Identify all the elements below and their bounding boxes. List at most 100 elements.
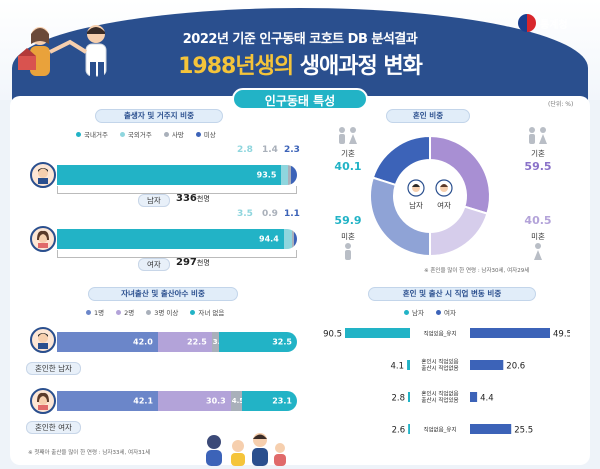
bar-segment (281, 165, 289, 185)
children-male-bar: 42.0 22.5 3.0 32.5 (57, 332, 297, 352)
segment-value-label: 30.3 (206, 396, 226, 406)
man-icon (38, 168, 48, 184)
logo: 통계청 (518, 14, 568, 32)
male-abroad-value: 2.8 (237, 145, 253, 155)
bar-segment: 22.5 (157, 332, 212, 352)
bar-segment: 42.0 (57, 332, 158, 352)
male-married-label: 기혼 (341, 149, 355, 158)
female-unmarried-value: 40.5 (524, 214, 552, 227)
marriage-donut-chart: 남자 여자 (369, 134, 491, 258)
jobs-title: 혼인 및 출산 시 직업 변동 비중 (368, 287, 536, 301)
married-female-tag: 혼인한 여자 (26, 421, 81, 434)
jobs-male-bar (345, 328, 410, 338)
donut-center-label: 여자 (437, 200, 451, 210)
residence-title: 출생자 및 거주지 비중 (95, 109, 223, 123)
woman-icon (37, 230, 49, 248)
jobs-male-value: 90.5 (323, 330, 342, 340)
marriage-note: ※ 혼인을 많이 한 연령 : 남자30세, 여자29세 (424, 268, 530, 274)
woman-icon (37, 392, 49, 410)
legend-label: 남자 (412, 309, 424, 317)
legend-swatch (404, 309, 409, 315)
bar-segment: 94.4 (57, 229, 284, 249)
legend-swatch (190, 309, 196, 315)
legend-label: 3명 이상 (154, 309, 179, 317)
legend-item: 여자 (435, 307, 456, 317)
statistics-korea-logo-icon (518, 14, 536, 32)
bar-segment: 42.1 (57, 391, 159, 411)
segment-value-label: 42.1 (133, 396, 154, 406)
male-unknown-value: 2.3 (284, 145, 300, 155)
segment-value-label: 42.0 (133, 337, 153, 347)
bar-segment: 32.5 (218, 332, 297, 352)
title-line-1: 2022년 기준 인구동태 코호트 DB 분석결과 (182, 32, 418, 47)
legend-label: 국내거주 (84, 131, 108, 139)
single-person-icon (534, 243, 542, 260)
legend-label: 미상 (203, 131, 216, 139)
segment-value-label: 93.5 (256, 170, 277, 180)
jobs-male-value: 4.1 (391, 362, 405, 372)
legend-item: 3명 이상 (146, 307, 178, 317)
logo-text: 통계청 (540, 19, 568, 31)
jobs-row-label: 출산시 직업없음 (421, 364, 458, 372)
residence-female-bar: 94.4 (57, 229, 297, 249)
legend-swatch (163, 131, 169, 137)
legend-label: 여자 (443, 309, 456, 317)
legend-label: 사망 (171, 131, 184, 139)
female-count-value: 297 (176, 257, 197, 268)
children-title: 자녀출산 및 출산아수 비중 (88, 287, 238, 301)
legend-item: 자녀 없음 (190, 307, 224, 317)
jobs-female-bar (470, 392, 478, 402)
jobs-female-bar (470, 328, 550, 338)
male-married-value: 40.1 (334, 160, 362, 173)
male-face-icon (407, 179, 425, 197)
man-icon (38, 333, 48, 349)
male-unmarried-value: 59.9 (334, 214, 362, 227)
female-face-icon (435, 179, 453, 197)
female-unmarried-label: 미혼 (531, 232, 545, 241)
male-count-value: 336 (176, 193, 197, 204)
jobs-row-label: 직업있음_유지 (423, 330, 456, 338)
jobs-row-label: 혼인시 직업있음 (421, 358, 458, 366)
female-unknown-value: 1.1 (284, 209, 300, 219)
unit-label: (단위: %) (548, 101, 574, 108)
jobs-male-value: 2.8 (391, 394, 405, 404)
jobs-male-value: 2.6 (392, 426, 406, 436)
legend-item: 1명 (86, 307, 104, 317)
married-couple-icon (529, 127, 547, 144)
legend-swatch (116, 309, 122, 315)
legend-swatch (86, 309, 91, 315)
children-female-bar: 42.1 30.3 4.5 23.1 (57, 391, 297, 411)
female-married-value: 59.5 (524, 160, 552, 173)
segment-value-label: 32.5 (272, 337, 292, 347)
jobs-male-bar (407, 392, 410, 402)
female-abroad-value: 3.5 (237, 209, 253, 219)
male-death-value: 1.4 (262, 145, 278, 155)
legend-swatch (119, 131, 125, 137)
legend-item: 남자 (404, 307, 424, 317)
jobs-female-value: 4.4 (480, 394, 494, 404)
main-title: 1988년생의 생애과정 변화 (0, 48, 600, 80)
male-unmarried-label: 미혼 (341, 232, 355, 241)
bar-segment (283, 229, 293, 249)
female-avatar (30, 226, 56, 252)
bracket (57, 186, 297, 194)
married-couple-icon (339, 127, 357, 144)
legend-item: 2명 (116, 307, 134, 317)
children-note: ※ 첫째아 출산을 많이 한 연령 : 남자33세, 여자31세 (28, 450, 151, 456)
segment-value-label: 22.5 (187, 337, 207, 347)
female-married-label: 기혼 (531, 149, 545, 158)
legend-label: 국외거주 (127, 131, 152, 139)
legend-item: 사망 (163, 129, 184, 139)
female-tag: 여자 (138, 258, 170, 271)
children-legend: 1명 2명 3명 이상 자녀 없음 (86, 307, 224, 317)
jobs-female-value: 25.5 (514, 426, 533, 436)
legend-swatch (76, 131, 81, 137)
legend-label: 2명 (124, 309, 135, 317)
jobs-female-bar (470, 360, 504, 370)
legend-item: 미상 (195, 129, 216, 139)
male-avatar (30, 162, 56, 188)
couple-illustration-icon (18, 25, 107, 84)
married-male-avatar (30, 327, 56, 353)
title-year: 1988년생의 (178, 54, 294, 79)
